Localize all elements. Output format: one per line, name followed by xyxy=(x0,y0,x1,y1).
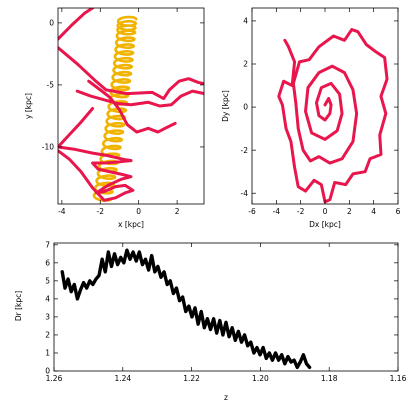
panel-dxdy-xtick-label: -2 xyxy=(297,207,305,216)
panel-dxdy-ytick-label: -2 xyxy=(241,146,249,155)
panel-dxdy-ytick-label: 0 xyxy=(243,103,248,112)
panel-dr-z-ytick-label: 6 xyxy=(45,258,50,267)
panel-xy-xtick-label: -2 xyxy=(97,207,105,216)
panel-xy-series-1 xyxy=(58,8,95,41)
panel-dr-z-ylabel: Dr [kpc] xyxy=(14,291,23,321)
panel-xy-ytick-label: -5 xyxy=(47,81,55,90)
panel-dr-z-series-0 xyxy=(60,248,312,370)
panel-dr-z-xtick-label: 1.26 xyxy=(46,374,63,383)
panel-dxdy-ytick-label: -4 xyxy=(241,189,249,198)
panel-dxdy-xtick-label: 6 xyxy=(396,207,401,216)
panel-dr-z-xtick-label: 1.24 xyxy=(114,374,131,383)
panel-xy-ytick-label: 0 xyxy=(49,18,54,27)
panel-dr-z-ytick-label: 4 xyxy=(45,294,50,303)
panel-dxdy-ytick-label: 4 xyxy=(243,17,248,26)
panel-dr-z-ytick-label: 1 xyxy=(45,349,50,358)
panel-dxdy-lines xyxy=(277,28,389,204)
panel-dr-z-ytick-label: 0 xyxy=(45,367,50,376)
panel-xy-xtick-label: -4 xyxy=(58,207,66,216)
panel-xy-frame xyxy=(57,7,205,205)
panel-dr-z-ticks: 1.26 1.24 1.22 1.20 1.18 1.16 0 1 2 3 4 5 6 7 xyxy=(45,240,406,383)
panel-dxdy-xtick-label: 0 xyxy=(323,207,328,216)
panel-dxdy-ytick-label: 2 xyxy=(243,60,248,69)
panel-xy-series-4 xyxy=(87,79,177,134)
panel-xy-ytick-label: -10 xyxy=(42,143,54,152)
panel-xy-series-6 xyxy=(58,149,135,202)
panel-dr-z-xtick-label: 1.16 xyxy=(390,374,407,383)
panel-dr-z-ytick-label: 3 xyxy=(45,313,50,322)
panel-dr-z-xlabel: z xyxy=(224,393,228,402)
panel-xy-xtick-label: 0 xyxy=(136,207,141,216)
panel-xy: -4 -2 0 2 0 -5 -10 x [kpc] y [kpc] xyxy=(24,7,205,229)
panel-xy-xlabel: x [kpc] xyxy=(118,220,144,229)
panel-dr-z-lines xyxy=(60,248,312,370)
panel-dr-z-ytick-label: 7 xyxy=(45,240,50,249)
panel-xy-series-5 xyxy=(58,106,133,163)
panel-dr-z-ytick-label: 2 xyxy=(45,331,50,340)
panel-xy-ticks: -4 -2 0 2 0 -5 -10 xyxy=(42,8,204,216)
panel-dr-z-xtick-label: 1.22 xyxy=(183,374,200,383)
panel-xy-xtick-label: 2 xyxy=(175,207,180,216)
panel-dr-z-ytick-label: 5 xyxy=(45,276,50,285)
panel-dr-z: 1.26 1.24 1.22 1.20 1.18 1.16 0 1 2 3 4 5 6 7 z Dr [k… xyxy=(14,240,407,402)
panel-dxdy-xtick-label: 2 xyxy=(347,207,352,216)
panel-dr-z-xtick-label: 1.20 xyxy=(252,374,269,383)
panel-dxdy: -6 -4 -2 0 2 4 6 -4 -2 0 2 4 Dx [kpc] Dy [kpc] xyxy=(221,7,401,229)
panel-dr-z-xtick-label: 1.18 xyxy=(321,374,338,383)
panel-dxdy-ticks: -6 -4 -2 0 2 4 6 -4 -2 0 2 4 xyxy=(241,8,401,216)
panel-dxdy-xtick-label: -4 xyxy=(273,207,281,216)
panel-dr-z-frame xyxy=(53,242,399,372)
panel-dxdy-ylabel: Dy [kpc] xyxy=(221,90,230,122)
panel-xy-lines xyxy=(58,8,204,202)
panel-dxdy-xlabel: Dx [kpc] xyxy=(309,220,341,229)
panel-dxdy-xtick-label: -6 xyxy=(248,207,256,216)
panel-xy-ylabel: y [kpc] xyxy=(24,93,33,119)
panel-xy-series-2 xyxy=(58,46,204,101)
panel-xy-series-3 xyxy=(75,89,204,108)
panel-dxdy-xtick-label: 4 xyxy=(371,207,376,216)
panel-dxdy-series-0 xyxy=(277,28,389,204)
